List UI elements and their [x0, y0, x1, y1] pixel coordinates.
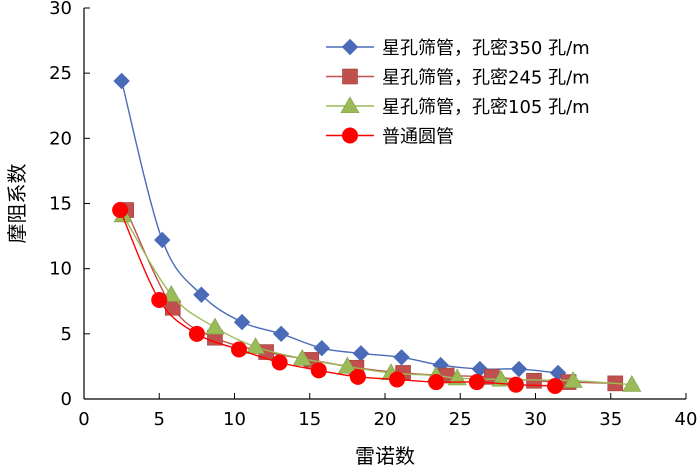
x-tick-label: 15 [298, 409, 321, 430]
y-tick-label: 5 [61, 324, 72, 345]
data-point [274, 326, 289, 341]
data-point [394, 350, 409, 365]
data-point [235, 315, 250, 330]
legend: 星孔筛管，孔密350 孔/m 星孔筛管，孔密245 孔/m 星孔筛管，孔密105 孔… [326, 38, 590, 148]
legend-item-2: 星孔筛管，孔密245 孔/m [326, 68, 590, 89]
data-point [114, 73, 129, 88]
x-tick-label: 25 [449, 409, 472, 430]
x-axis-title: 雷诺数 [355, 444, 415, 468]
legend-item-1: 星孔筛管，孔密350 孔/m [326, 38, 590, 59]
legend-marker [343, 40, 358, 55]
y-tick-label: 25 [49, 63, 72, 84]
data-point [112, 202, 128, 218]
data-point [311, 362, 327, 378]
legend-marker [343, 69, 358, 84]
x-tick-label: 5 [154, 409, 165, 430]
y-tick-label: 0 [61, 389, 72, 410]
x-tick-label: 0 [78, 409, 89, 430]
x-tick-label: 20 [374, 409, 397, 430]
series-line [122, 81, 558, 373]
x-tick-label: 30 [524, 409, 547, 430]
y-tick-label: 10 [49, 259, 72, 280]
data-point [155, 232, 170, 247]
data-point [151, 292, 167, 308]
legend-item-3: 星孔筛管，孔密105 孔/m [326, 97, 590, 118]
data-point [272, 355, 288, 371]
y-tick-label: 15 [49, 194, 72, 215]
data-point [353, 346, 368, 361]
legend-label: 星孔筛管，孔密105 孔/m [382, 97, 590, 118]
legend-label: 星孔筛管，孔密245 孔/m [382, 68, 590, 89]
legend-item-4: 普通圆管 [326, 127, 454, 148]
series-1 [114, 73, 565, 380]
y-axis-title: 摩阻系数 [5, 164, 29, 244]
x-tick-label: 40 [675, 409, 698, 430]
data-point [511, 362, 526, 377]
chart-container: 0 5 10 15 20 25 30 35 40 0 5 10 15 20 25 30 星孔筛管，孔密350 … [0, 0, 700, 469]
friction-coefficient-chart: 0 5 10 15 20 25 30 35 40 0 5 10 15 20 25 30 星孔筛管，孔密350 … [0, 0, 700, 469]
series-line [120, 210, 555, 386]
legend-label: 普通圆管 [382, 127, 454, 148]
data-point [189, 326, 205, 342]
data-point [206, 318, 224, 334]
legend-marker [342, 128, 358, 144]
data-point [389, 371, 405, 387]
data-point [547, 378, 563, 394]
series-3 [114, 206, 641, 391]
data-point [508, 377, 524, 393]
axis-ticks: 0 5 10 15 20 25 30 35 40 0 5 10 15 20 25 30 [49, 0, 697, 430]
legend-label: 星孔筛管，孔密350 孔/m [382, 38, 590, 59]
data-point [231, 341, 247, 357]
series-layer [112, 73, 641, 393]
legend-marker [341, 97, 359, 113]
data-point [469, 374, 485, 390]
x-tick-label: 35 [599, 409, 622, 430]
data-point [428, 374, 444, 390]
y-tick-label: 30 [49, 0, 72, 19]
y-tick-label: 20 [49, 128, 72, 149]
x-tick-label: 10 [223, 409, 246, 430]
series-2 [119, 203, 623, 391]
data-point [350, 369, 366, 385]
